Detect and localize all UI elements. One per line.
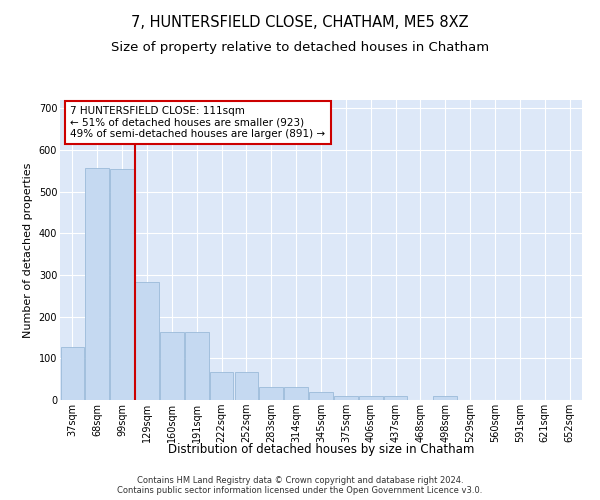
Bar xyxy=(359,396,383,400)
Bar xyxy=(85,168,109,400)
Text: Contains HM Land Registry data © Crown copyright and database right 2024.
Contai: Contains HM Land Registry data © Crown c… xyxy=(118,476,482,495)
Bar xyxy=(259,386,283,400)
Text: 7, HUNTERSFIELD CLOSE, CHATHAM, ME5 8XZ: 7, HUNTERSFIELD CLOSE, CHATHAM, ME5 8XZ xyxy=(131,15,469,30)
Bar xyxy=(384,396,407,400)
Bar xyxy=(309,392,333,400)
Bar xyxy=(433,396,457,400)
Bar xyxy=(135,282,159,400)
Bar xyxy=(185,332,209,400)
Bar xyxy=(110,169,134,400)
Bar xyxy=(61,346,84,400)
Y-axis label: Number of detached properties: Number of detached properties xyxy=(23,162,33,338)
Text: 7 HUNTERSFIELD CLOSE: 111sqm
← 51% of detached houses are smaller (923)
49% of s: 7 HUNTERSFIELD CLOSE: 111sqm ← 51% of de… xyxy=(70,106,326,139)
Bar xyxy=(160,332,184,400)
Text: Distribution of detached houses by size in Chatham: Distribution of detached houses by size … xyxy=(168,442,474,456)
Text: Size of property relative to detached houses in Chatham: Size of property relative to detached ho… xyxy=(111,41,489,54)
Bar xyxy=(235,372,258,400)
Bar xyxy=(334,396,358,400)
Bar xyxy=(210,372,233,400)
Bar xyxy=(284,386,308,400)
